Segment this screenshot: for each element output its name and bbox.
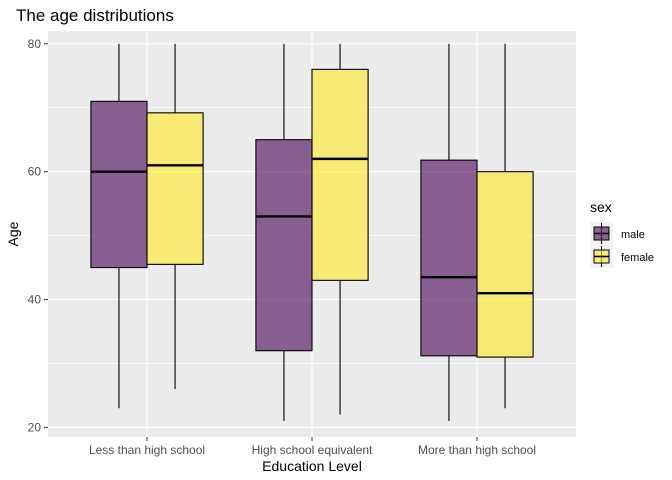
y-tick-label: 60 [28,165,42,179]
legend-key-male [590,222,613,245]
y-axis-title: Age [5,221,21,246]
y-axis: 20 40 60 80 [28,37,48,434]
box-body [255,139,313,352]
box-male-2 [255,43,313,422]
y-tick-label: 20 [28,420,42,434]
box-female-2 [311,43,369,415]
x-axis: Less than high school High school equival… [89,437,536,457]
x-tick-label: More than high school [418,443,536,457]
box-body [146,112,204,265]
chart-title: The age distributions [16,6,174,25]
box-male-1 [90,43,148,409]
y-tick-label: 80 [28,37,42,51]
box-female-3 [476,43,534,409]
legend-title: sex [590,199,612,215]
legend-label-female: female [621,252,654,264]
box-body [311,68,369,281]
box-male-3 [420,43,478,422]
box-body [420,159,478,357]
x-tick-label: High school equivalent [252,443,373,457]
legend-label-male: male [621,229,645,241]
x-tick-label: Less than high school [89,443,205,457]
legend: sex male female [590,199,654,268]
x-axis-title: Education Level [262,458,362,474]
box-body [476,171,534,358]
box-female-1 [146,43,204,390]
legend-key-female [590,245,613,268]
boxes [90,43,534,422]
y-tick-label: 40 [28,293,42,307]
box-body [90,100,148,269]
